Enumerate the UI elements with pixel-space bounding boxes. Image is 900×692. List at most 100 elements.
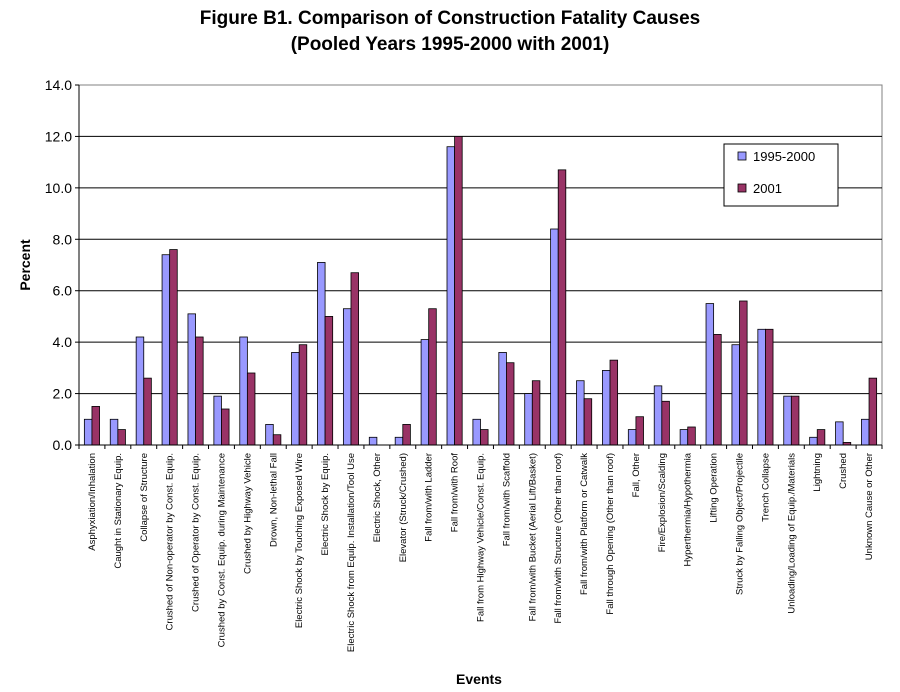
bar-1995-2000 [705,303,715,446]
bar-2001 [661,400,670,446]
x-tick-label: Electric Shock by Touching Exposed Wire [294,453,305,628]
chart-title-line-2: (Pooled Years 1995-2000 with 2001) [290,34,610,55]
bar-1995-2000 [239,336,248,446]
bar-2001 [91,406,100,446]
bar-1995-2000 [757,328,766,446]
bar-2001 [687,426,696,446]
bar-2001 [454,136,463,446]
x-tick-label: Fall from/with Scaffold [501,453,512,546]
bar-2001 [790,395,800,446]
chart-title: Figure B1. Comparison of Construction Fa… [0,6,900,58]
bar-1995-2000 [783,395,792,446]
bar-2001 [480,429,489,446]
bar-2001 [117,429,126,446]
bar-1995-2000 [576,380,585,446]
bar-1995-2000 [135,336,145,446]
bar-2001 [635,416,644,446]
bar-2001 [713,334,722,446]
y-tick-label: 8.0 [53,231,73,247]
y-tick-label: 6.0 [53,283,73,299]
x-axis-label: Events [456,671,502,687]
x-tick-label: Fall from/with Ladder [424,453,435,542]
bar-1995-2000 [213,395,222,446]
x-tick-label: Fall from/with Roof [450,453,461,533]
bar-1995-2000 [187,313,196,446]
x-tick-label: Trench Collapse [760,453,771,522]
bar-2001 [143,377,152,446]
x-tick-label: Fall from Highway Vehicle/Const. Equip. [476,453,487,622]
x-tick-label: Fall, Other [631,453,642,497]
y-tick-label: 0.0 [53,437,73,453]
x-tick-label: Lifting Operation [709,453,720,523]
x-tick-label: Drown, Non-lethal Fall [268,453,279,547]
x-tick-label: Fall from/with Structure (Other than roo… [553,453,564,624]
bar-2001 [506,362,515,446]
bar-1995-2000 [368,436,378,446]
bar-1995-2000 [627,429,637,446]
x-tick-label: Fall from/with Bucket (Aerial Lift/Baske… [527,453,538,621]
bar-1995-2000 [446,146,455,446]
y-tick-label: 10.0 [45,180,72,196]
bar-1995-2000 [394,436,404,446]
x-tick-label: Electric Shock from Equip. Installation/… [346,453,357,652]
bar-1995-2000 [653,385,663,446]
bar-2001 [765,328,774,446]
bar-1995-2000 [498,352,507,446]
bar-1995-2000 [809,436,818,446]
y-tick-label: 4.0 [53,334,73,350]
legend-label-1995-2000: 1995-2000 [753,149,815,164]
bar-1995-2000 [161,254,171,446]
y-axis-label: Percent [17,239,33,291]
bar-2001 [428,308,437,446]
bar-2001 [583,398,593,446]
bar-2001 [739,300,748,446]
x-tick-label: Lightning [812,453,823,492]
bar-2001 [402,424,411,446]
bar-2001 [557,169,567,446]
x-tick-label: Fall through Opening (Other than roof) [605,453,616,615]
bar-1995-2000 [83,418,93,446]
bar-2001 [868,377,878,446]
x-tick-label: Unknown Cause or Other [864,453,875,560]
bar-1995-2000 [835,421,844,446]
bar-1995-2000 [420,339,430,446]
bar-1995-2000 [265,424,274,446]
bar-2001 [246,372,256,446]
bar-2001 [221,408,230,446]
bar-1995-2000 [731,344,740,446]
bar-2001 [272,434,282,446]
x-tick-label: Electric Shock by Equip. [320,453,331,555]
y-tick-label: 12.0 [45,128,72,144]
bar-1995-2000 [291,352,300,446]
legend: 1995-2000 2001 [723,143,839,207]
y-axis: 0.0 2.0 4.0 6.0 8.0 10.0 12.0 14.0 [45,77,80,453]
x-tick-label: Crushed by Highway Vehicle [242,453,253,574]
x-tick-label: Elevator (Struck/Crushed) [398,453,409,562]
bar-2001 [531,380,541,446]
x-tick-label: Fire/Explosion/Scalding [657,453,668,552]
x-tick-label: Asphyxiation/Inhalation [87,453,98,551]
bar-1995-2000 [550,228,559,446]
bar-1995-2000 [109,418,119,446]
bar-2001 [169,249,178,446]
chart-title-line-1: Figure B1. Comparison of Construction Fa… [199,8,701,29]
bar-2001 [324,316,334,446]
x-tick-label: Struck by Falling Object/Projectile [735,453,746,595]
x-axis: Asphyxiation/Inhalation Caught in Station… [78,444,883,652]
y-tick-label: 14.0 [45,77,72,93]
bar-1995-2000 [602,370,611,446]
x-tick-label: Electric Shock, Other [372,453,383,542]
bar-2001 [609,359,619,446]
x-tick-label: Crushed of Operator by Const. Equip. [191,453,202,612]
bar-1995-2000 [524,393,533,446]
bar-2001 [816,429,826,446]
bar-1995-2000 [861,418,870,446]
bar-2001 [298,344,308,446]
x-tick-label: Caught in Stationary Equip. [113,453,124,569]
x-tick-label: Collapse of Structure [139,453,150,542]
legend-label-2001: 2001 [753,181,782,196]
bar-1995-2000 [472,418,481,446]
bar-2001 [350,272,359,446]
x-tick-label: Crushed of Non-operator by Const. Equip. [165,453,176,630]
